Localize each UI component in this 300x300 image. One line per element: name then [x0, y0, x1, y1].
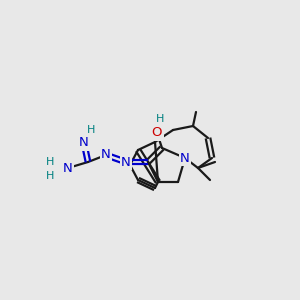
- Text: H: H: [87, 125, 95, 135]
- Text: N: N: [63, 161, 73, 175]
- Text: H: H: [46, 171, 54, 181]
- Text: H: H: [46, 157, 54, 167]
- Text: H: H: [153, 114, 161, 124]
- Text: H: H: [156, 114, 164, 124]
- Text: O: O: [152, 127, 162, 140]
- Text: N: N: [79, 136, 89, 149]
- Text: N: N: [180, 152, 190, 164]
- Text: N: N: [101, 148, 111, 161]
- Text: O: O: [152, 127, 162, 140]
- Text: N: N: [121, 155, 131, 169]
